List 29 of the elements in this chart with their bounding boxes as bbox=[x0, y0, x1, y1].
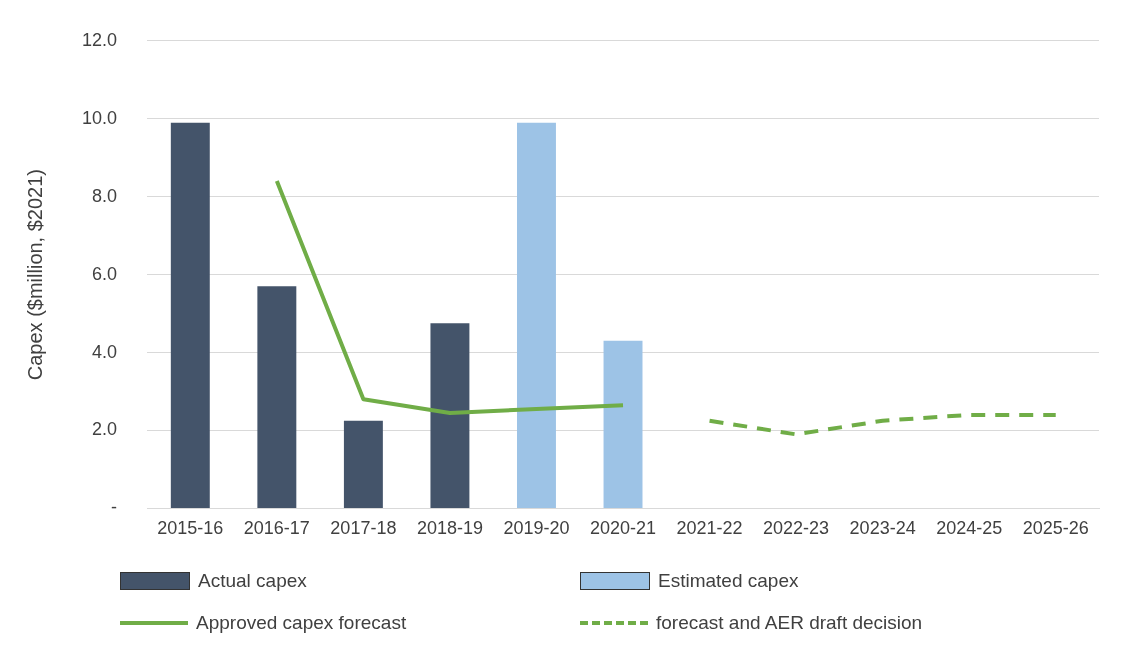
y-tick-label: 4.0 bbox=[92, 341, 118, 362]
bar bbox=[343, 420, 383, 508]
y-tick-label: - bbox=[111, 497, 118, 518]
y-tick-label: 6.0 bbox=[92, 263, 118, 284]
x-tick-label: 2015-16 bbox=[157, 518, 224, 539]
bar bbox=[603, 340, 643, 508]
legend-label: Approved capex forecast bbox=[196, 612, 407, 634]
bar bbox=[257, 286, 297, 508]
legend-label: Estimated capex bbox=[658, 570, 799, 592]
x-tick-label: 2020-21 bbox=[589, 518, 657, 539]
y-tick-label: 12.0 bbox=[81, 29, 118, 50]
y-axis-title: Capex ($million, $2021) bbox=[23, 168, 46, 381]
y-tick-label: 2.0 bbox=[92, 419, 118, 440]
x-tick-label: 2018-19 bbox=[416, 518, 483, 539]
bar bbox=[430, 323, 470, 508]
x-tick-label: 2021-22 bbox=[676, 518, 743, 539]
x-tick-label: 2022-23 bbox=[763, 518, 830, 539]
bar bbox=[517, 122, 556, 508]
legend-label: forecast and AER draft decision bbox=[656, 612, 923, 634]
y-tick-label: 8.0 bbox=[92, 185, 118, 206]
x-tick-label: 2017-18 bbox=[330, 518, 397, 539]
x-tick-label: 2025-26 bbox=[1022, 518, 1089, 539]
y-tick-label: 10.0 bbox=[81, 107, 118, 128]
legend-label: Actual capex bbox=[198, 570, 307, 592]
x-tick-label: 2019-20 bbox=[503, 518, 570, 539]
x-tick-label: 2024-25 bbox=[936, 518, 1003, 539]
x-tick-label: 2023-24 bbox=[849, 518, 916, 539]
x-tick-label: 2016-17 bbox=[243, 518, 310, 539]
bar bbox=[170, 122, 210, 508]
